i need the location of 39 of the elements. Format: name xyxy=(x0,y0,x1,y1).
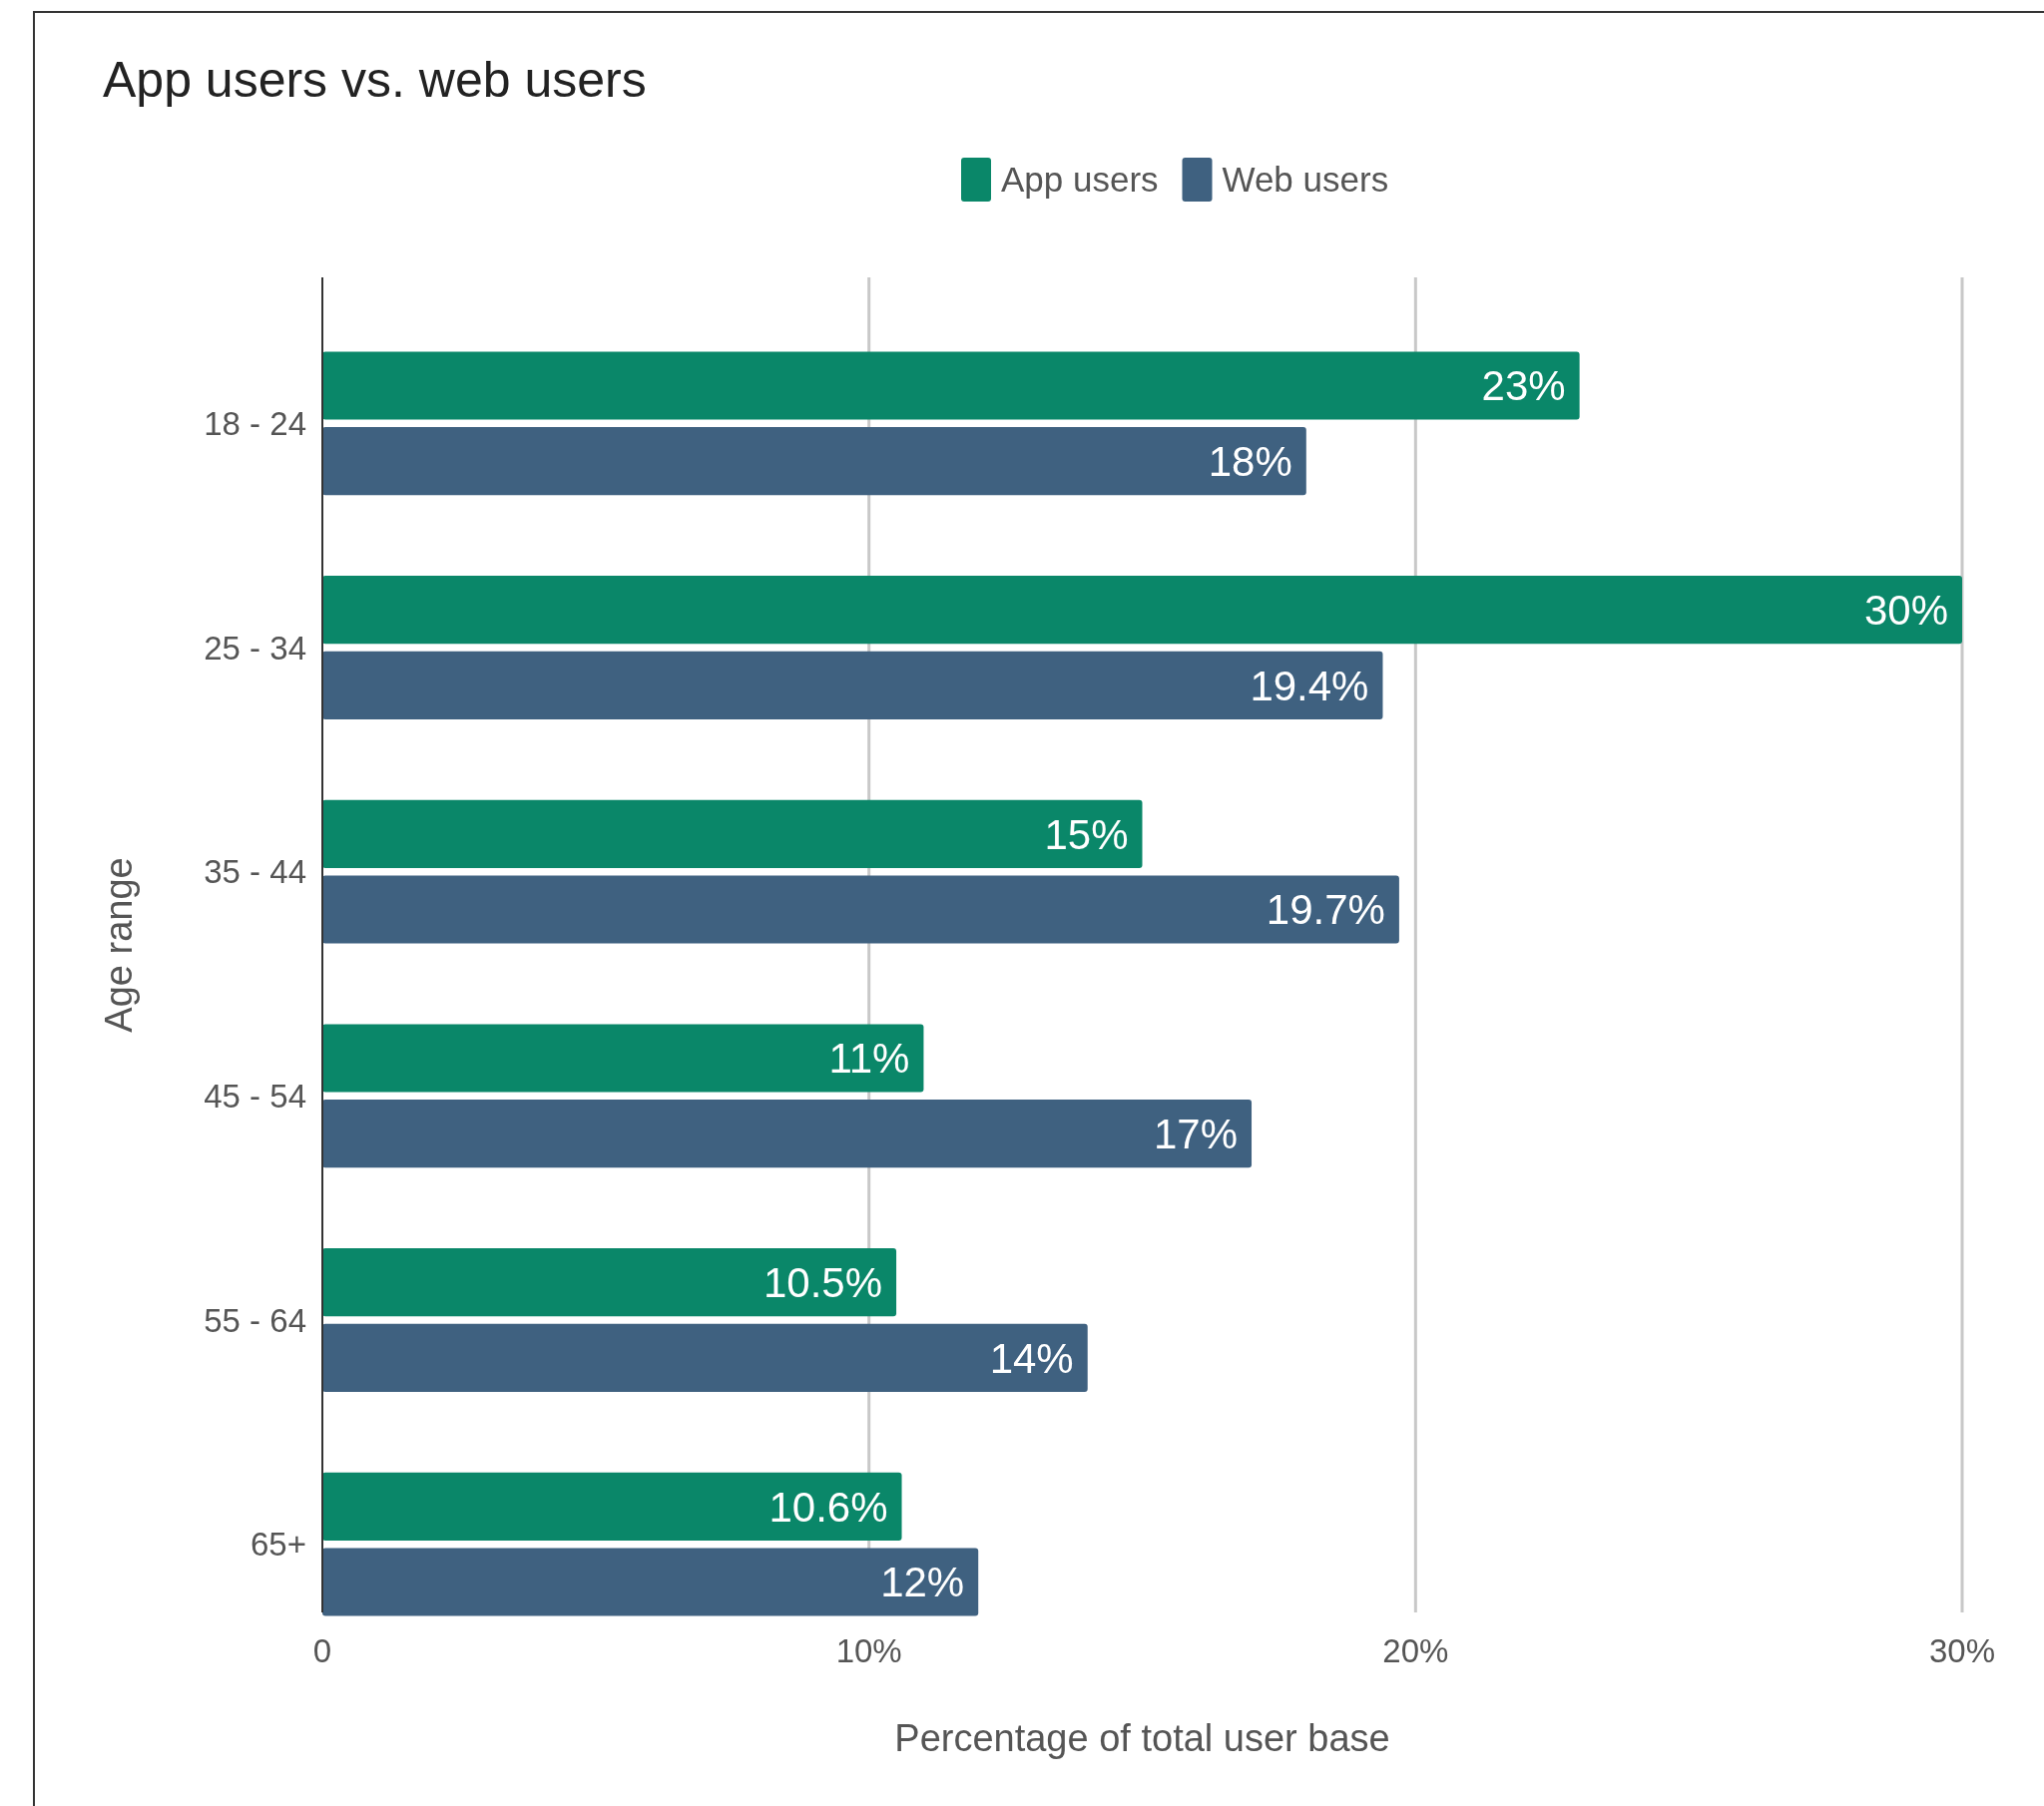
bar xyxy=(322,1100,1253,1168)
bar xyxy=(322,1472,902,1541)
bar xyxy=(322,576,1962,645)
bar xyxy=(322,651,1383,719)
data-label: 15% xyxy=(1044,810,1129,858)
x-tick-label: 20% xyxy=(1382,1632,1449,1669)
data-label: 18% xyxy=(1208,437,1292,485)
data-label: 19.7% xyxy=(1266,886,1385,934)
bar xyxy=(322,427,1306,496)
data-label: 19.4% xyxy=(1250,662,1369,709)
bar xyxy=(322,1248,897,1317)
y-tick-label: 45 - 54 xyxy=(204,1077,306,1115)
data-label: 11% xyxy=(828,1035,910,1083)
data-label: 10.6% xyxy=(768,1483,888,1531)
data-label: 14% xyxy=(989,1334,1074,1382)
bar xyxy=(322,1323,1088,1392)
x-tick-label: 10% xyxy=(835,1632,902,1669)
data-label: 10.5% xyxy=(763,1258,883,1306)
data-label: 23% xyxy=(1481,362,1566,410)
bar xyxy=(322,799,1143,868)
bar xyxy=(322,875,1399,944)
y-tick-label: 65+ xyxy=(251,1526,306,1564)
y-tick-label: 35 - 44 xyxy=(204,853,306,891)
legend-label: App users xyxy=(1001,160,1159,200)
y-tick-label: 55 - 64 xyxy=(204,1301,306,1339)
bar xyxy=(322,1024,924,1093)
data-label: 30% xyxy=(1863,586,1948,634)
y-tick-label: 25 - 34 xyxy=(204,629,306,667)
bar xyxy=(322,351,1580,420)
chart-title: App users vs. web users xyxy=(103,52,647,108)
y-axis-title: Age range xyxy=(98,857,140,1033)
legend-label: Web users xyxy=(1222,160,1389,200)
data-label: 17% xyxy=(1153,1110,1239,1157)
bar xyxy=(322,1548,979,1616)
data-label: 12% xyxy=(880,1559,965,1606)
x-axis-title: Percentage of total user base xyxy=(894,1717,1390,1759)
y-tick-label: 18 - 24 xyxy=(204,404,306,442)
x-tick-label: 30% xyxy=(1928,1632,1996,1669)
x-tick-label: 0 xyxy=(312,1632,332,1669)
